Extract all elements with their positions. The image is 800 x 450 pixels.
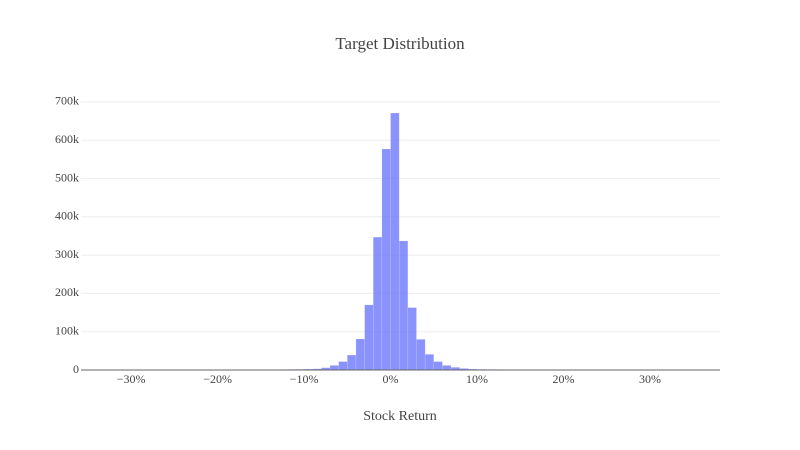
chart-title: Target Distribution: [335, 34, 465, 53]
x-tick-label: −20%: [203, 372, 232, 386]
x-tick-label: 20%: [552, 372, 574, 386]
bar: [338, 361, 348, 371]
bar: [355, 338, 365, 371]
bar: [442, 365, 452, 371]
y-tick-label: 100k: [55, 323, 79, 337]
bar: [329, 365, 339, 371]
x-tick-label: −30%: [117, 372, 146, 386]
bar: [416, 339, 426, 371]
bar: [373, 236, 383, 371]
x-tick-label: −10%: [290, 372, 319, 386]
bar: [433, 361, 443, 371]
y-tick-label: 700k: [55, 94, 79, 108]
bar: [364, 304, 374, 371]
y-tick-label: 400k: [55, 209, 79, 223]
x-tick-label: 0%: [383, 372, 399, 386]
bar: [390, 112, 400, 371]
y-tick-label: 600k: [55, 132, 79, 146]
x-axis-title: Stock Return: [363, 409, 437, 424]
bar: [347, 354, 357, 371]
bar: [398, 240, 409, 371]
bar: [381, 148, 391, 371]
bar: [407, 307, 417, 371]
y-tick-label: 0: [73, 362, 79, 376]
y-tick-label: 500k: [55, 170, 79, 184]
x-tick-label: 10%: [466, 372, 488, 386]
x-tick-label: 30%: [639, 372, 661, 386]
bar: [424, 354, 435, 371]
y-tick-label: 300k: [55, 247, 79, 261]
y-tick-label: 200k: [55, 285, 79, 299]
